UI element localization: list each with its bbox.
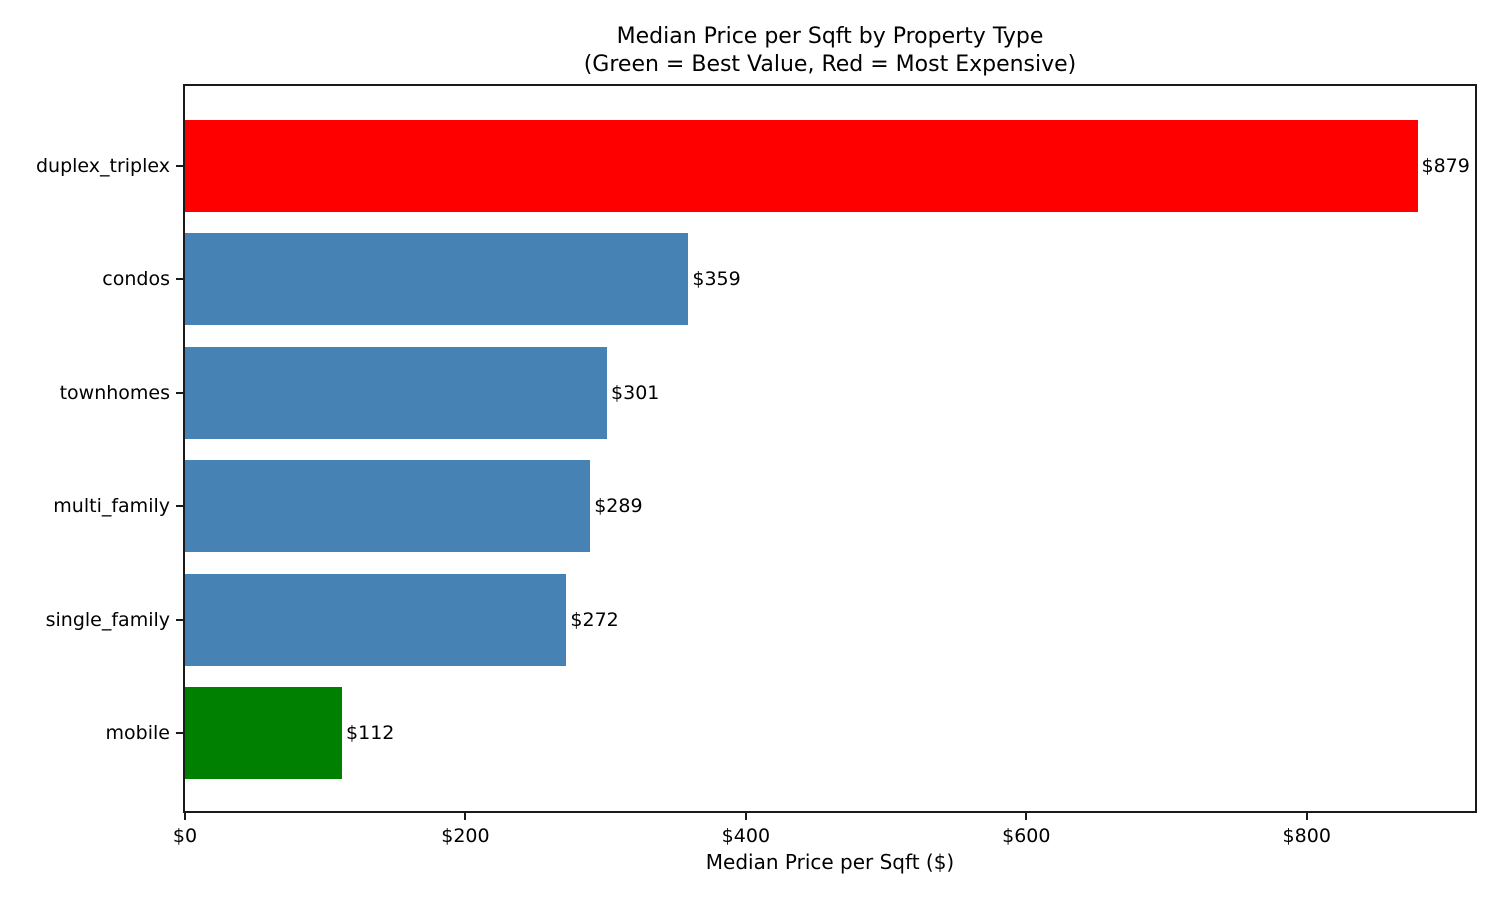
value-label-duplex_triplex: $879: [1421, 155, 1470, 177]
y-tick-mobile: [176, 732, 183, 734]
value-label-multi_family: $289: [594, 495, 643, 518]
x-tick-label-400: $400: [721, 825, 771, 847]
y-tick-duplex_triplex: [176, 165, 183, 167]
x-tick-200: [464, 813, 467, 820]
bar-single_family: [185, 573, 567, 666]
y-tick-townhomes: [176, 391, 183, 394]
value-label-townhomes: $301: [611, 381, 660, 404]
y-tick-label-townhomes: townhomes: [59, 381, 170, 404]
bar-mobile: [185, 687, 343, 779]
chart-subtitle: (Green = Best Value, Red = Most Expensiv…: [583, 52, 1077, 77]
bar-condos: [185, 233, 689, 326]
value-label-condos: $359: [692, 268, 741, 291]
y-tick-single_family: [176, 618, 183, 621]
value-label-mobile: $112: [346, 722, 395, 744]
x-tick-400: [744, 813, 747, 820]
y-tick-label-mobile: mobile: [105, 722, 170, 744]
y-tick-label-single_family: single_family: [45, 608, 170, 631]
y-tick-label-duplex_triplex: duplex_triplex: [35, 155, 170, 177]
x-tick-label-800: $800: [1282, 825, 1331, 847]
x-tick-0: [184, 813, 186, 820]
bar-multi_family: [185, 460, 591, 553]
bar-townhomes: [185, 346, 608, 439]
y-tick-label-multi_family: multi_family: [53, 495, 170, 518]
x-tick-label-200: $200: [441, 825, 490, 847]
x-axis-title: Median Price per Sqft ($): [705, 850, 955, 874]
chart-title: Median Price per Sqft by Property Type: [616, 24, 1044, 49]
y-tick-multi_family: [176, 505, 183, 508]
chart-title-block: Median Price per Sqft by Property Type (…: [183, 23, 1477, 79]
value-label-single_family: $272: [570, 608, 619, 631]
x-tick-600: [1025, 813, 1028, 820]
x-tick-label-0: $0: [172, 825, 198, 847]
plot-area: $879 $359 $301 $289 $272 $112 $0 $200 $400 $600 $8…: [173, 84, 1477, 847]
x-tick-800: [1305, 813, 1308, 820]
y-tick-label-condos: condos: [102, 268, 170, 291]
bar-duplex_triplex: [185, 120, 1418, 212]
y-tick-condos: [176, 278, 183, 281]
x-tick-label-600: $600: [1002, 825, 1051, 847]
